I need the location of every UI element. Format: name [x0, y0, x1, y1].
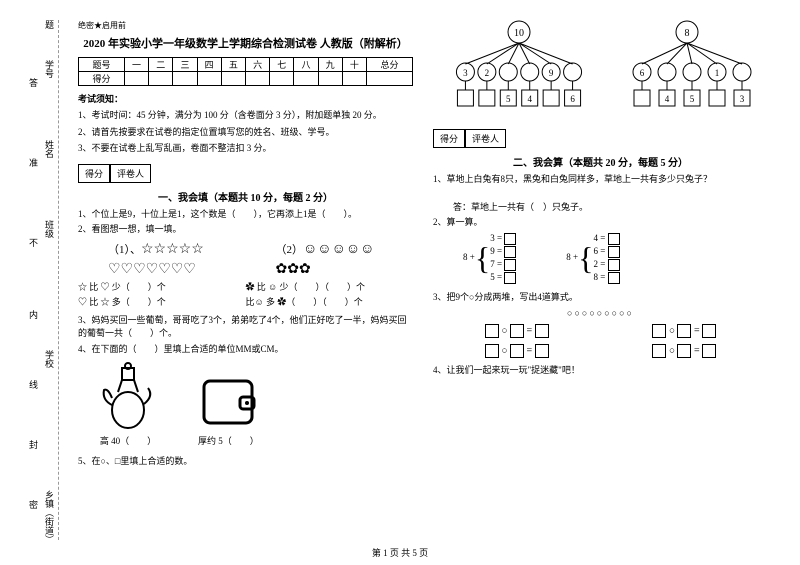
svg-text:10: 10 [514, 28, 524, 39]
side-m6: 密 [27, 500, 40, 509]
flowers: ✿✿✿ [276, 261, 414, 279]
side-m3: 内 [27, 310, 40, 319]
secret-label: 绝密★启用前 [78, 20, 413, 31]
eq-row: ○ = [652, 324, 716, 338]
cmp1: ☆ 比 ♡ 少（ ）个 [78, 281, 246, 295]
svg-text:9: 9 [549, 68, 554, 78]
svg-text:3: 3 [463, 68, 468, 78]
th: 题号 [79, 58, 125, 72]
svg-text:6: 6 [571, 94, 576, 104]
table-row: 题号 一 二 三 四 五 六 七 八 九 十 总分 [79, 58, 413, 72]
cmp2: ♡ 比 ☆ 多（ ）个 [78, 296, 246, 310]
svg-text:8: 8 [684, 28, 689, 39]
svg-text:1: 1 [715, 68, 720, 78]
section-b-title: 二、我会算（本题共 20 分，每题 5 分） [433, 154, 768, 169]
q4a: 高 40（ ） [98, 435, 158, 449]
side-m4: 线 [27, 380, 40, 389]
page: 绝密★启用前 2020 年实验小学一年级数学上学期综合检测试卷 人教版（附解析）… [70, 20, 780, 540]
b-q1: 1、草地上白兔有8只，黑兔和白兔同样多，草地上一共有多少只兔子？ [433, 173, 768, 187]
q4b: 厚约 5（ ） [198, 435, 259, 449]
eq-row: ○ = [485, 344, 549, 358]
score-b: 评卷人 [110, 164, 151, 182]
brace-icon: { [475, 250, 490, 266]
side-m5: 封 [27, 440, 40, 449]
side-l1: 姓名 [43, 140, 56, 158]
side-l4: 乡镇（街道） [43, 490, 56, 540]
instructions-head: 考试须知： [78, 92, 413, 106]
eq-row: ○ = [485, 324, 549, 338]
right-column: 10 3 2 5 4 9 6 8 6 4 5 1 3 得分评卷人 二、我会算（本题共 20 分，每… [425, 20, 780, 540]
eq-row: ○ = [652, 344, 716, 358]
exam-title: 2020 年实验小学一年级数学上学期综合检测试卷 人教版（附解析） [78, 35, 413, 51]
table-row: 得分 [79, 72, 413, 86]
b-q4: 4、让我们一起来玩一玩"捉迷藏"吧！ [433, 364, 768, 378]
side-top: 题 [43, 20, 56, 29]
svg-text:5: 5 [690, 94, 695, 104]
tree-1: 10 3 2 5 4 9 6 [439, 20, 599, 115]
svg-text:5: 5 [506, 94, 511, 104]
side-m0: 答 [27, 78, 40, 87]
svg-text:2: 2 [485, 68, 490, 78]
svg-text:6: 6 [640, 68, 645, 78]
tree-2: 8 6 4 5 1 3 [612, 20, 762, 115]
binding-sidebar: 题 学号 答 姓名 准 班级 不 内 学校 线 封 乡镇（街道） 密 [15, 20, 65, 540]
instr-3: 3、不要在试卷上乱写乱画，卷面不整洁扣 3 分。 [78, 141, 413, 155]
side-l0: 学号 [43, 60, 56, 78]
side-l2: 班级 [43, 220, 56, 238]
b-q2: 2、算一算。 [433, 216, 768, 230]
svg-text:3: 3 [740, 94, 745, 104]
brace-icon: { [578, 250, 593, 266]
q4: 4、在下面的（ ）里填上合适的单位MM或CM。 [78, 343, 413, 357]
q2: 2、看图想一想，填一填。 [78, 223, 413, 237]
side-m2: 不 [27, 238, 40, 247]
stars: ☆☆☆☆☆ [141, 242, 204, 257]
score-table: 题号 一 二 三 四 五 六 七 八 九 十 总分 得分 [78, 57, 413, 86]
wallet-icon [198, 375, 258, 430]
q1: 1、个位上是9，十位上是1，这个数是（ ），它再添上1是（ ）。 [78, 208, 413, 222]
score-box-2: 得分评卷人 [433, 129, 506, 148]
q3: 3、妈妈买回一些葡萄，哥哥吃了3个，弟弟吃了4个，他们正好吃了一半，妈妈买回的葡… [78, 314, 413, 341]
svg-text:4: 4 [665, 94, 670, 104]
faces: ☺☺☺☺☺ [303, 242, 374, 257]
teapot-icon [98, 360, 158, 430]
instr-1: 1、考试时间：45 分钟，满分为 100 分（含卷面分 3 分），附加题单独 2… [78, 108, 413, 122]
left-column: 绝密★启用前 2020 年实验小学一年级数学上学期综合检测试卷 人教版（附解析）… [70, 20, 425, 540]
cmp3: ✿ 比 ☺ 少（ ）（ ）个 [246, 281, 414, 295]
score-a: 得分 [78, 164, 110, 182]
b-q3: 3、把9个○分成两堆，写出4道算式。 [433, 291, 768, 305]
b-q1a: 答：草地上一共有（ ）只兔子。 [453, 201, 768, 215]
circles: ○○○○○○○○○ [433, 308, 768, 318]
q5: 5、在○、□里填上合适的数。 [78, 455, 413, 469]
cmp4: 比☺ 多 ✿（ ）（ ）个 [246, 296, 414, 310]
page-footer: 第 1 页 共 5 页 [0, 546, 800, 559]
hearts: ♡♡♡♡♡♡♡ [108, 261, 246, 279]
score-box: 得分评卷人 [78, 164, 151, 183]
instr-2: 2、请首先按要求在试卷的指定位置填写您的姓名、班级、学号。 [78, 125, 413, 139]
side-l3: 学校 [43, 350, 56, 368]
side-m1: 准 [27, 158, 40, 167]
svg-text:4: 4 [528, 94, 533, 104]
section-a-title: 一、我会填（本题共 10 分，每题 2 分） [78, 189, 413, 204]
